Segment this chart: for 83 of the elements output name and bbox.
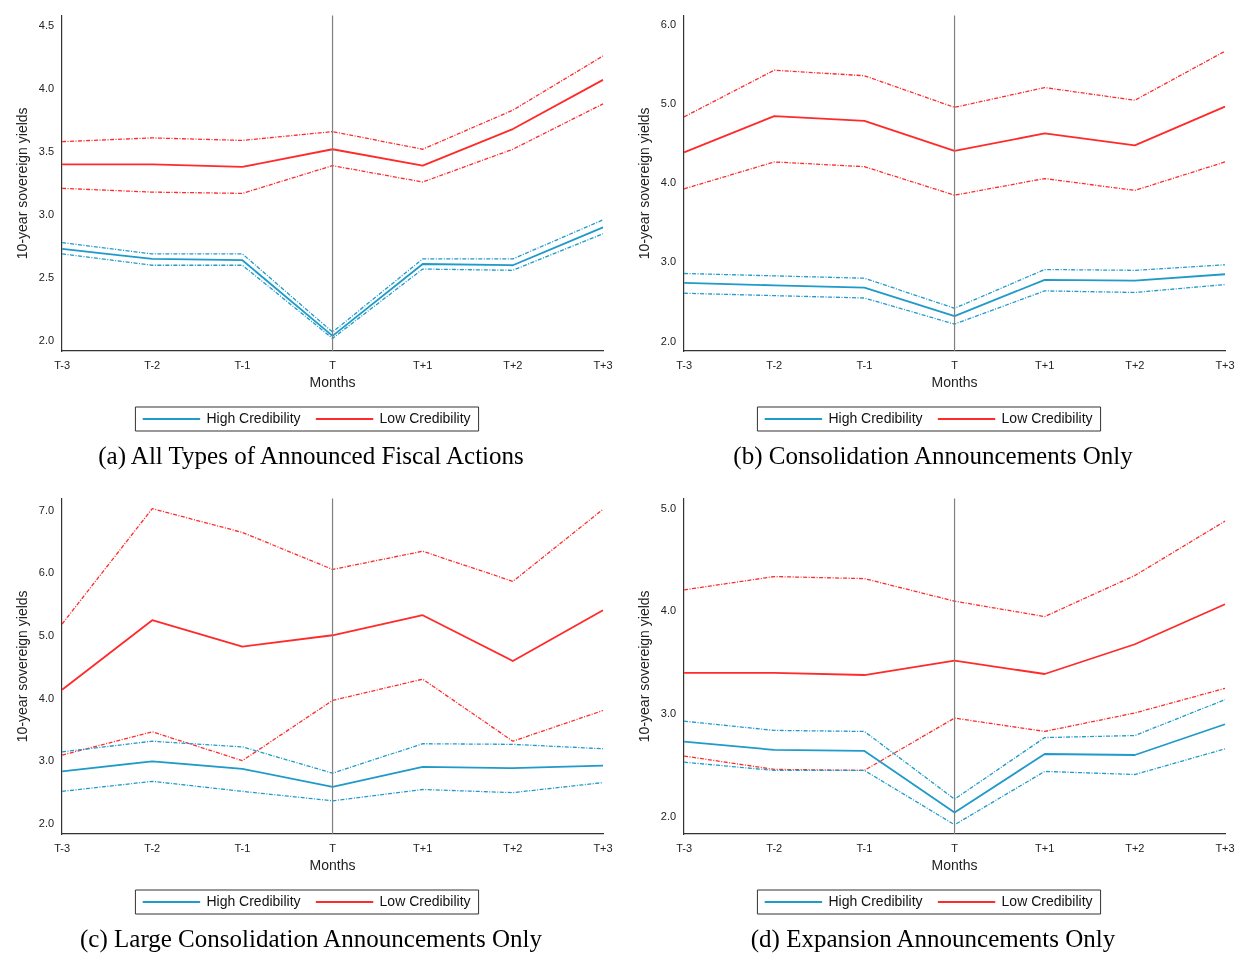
x-tick-label: T-3 [676,358,693,371]
line-series [683,520,1226,618]
y-tick-label: 3.0 [38,754,55,767]
x-tick-label: T+2 [503,841,523,854]
x-tick-label: T+1 [1035,358,1055,371]
x-tick-label: T-2 [144,358,161,371]
line-series [683,283,1226,325]
y-tick-label: 4.0 [38,691,55,704]
text: (b) Consolidation Announcements Only [732,442,1134,470]
line-series [61,780,604,802]
text: (d) Expansion Announcements Only [749,925,1117,953]
line-series [683,687,1226,772]
x-tick-label: T+3 [1215,358,1235,371]
x-tick-label: T [329,841,337,854]
text: (c) Large Consolidation Announcements Only [79,925,543,953]
x-tick-label: T+3 [593,841,613,854]
legend-label: Low Credibility [1001,892,1093,909]
legend-label: High Credibility [206,892,301,909]
line-series [683,698,1226,800]
line-series [683,50,1226,118]
x-tick-label: T-2 [766,841,783,854]
y-tick-label: 4.5 [38,18,55,31]
x-tick-label: T+3 [1215,841,1235,854]
y-tick-label: 3.0 [38,207,55,220]
y-tick-label: 5.0 [660,501,677,514]
x-axis-title: Months [931,374,978,391]
legend-label: Low Credibility [1001,409,1093,426]
y-tick-label: 5.0 [660,97,677,110]
x-tick-label: T [951,358,959,371]
x-axis-title: Months [309,857,356,874]
x-tick-label: T+2 [1125,841,1145,854]
line-series [683,161,1226,196]
line-series [61,55,604,150]
y-tick-label: 5.0 [38,628,55,641]
x-tick-label: T-3 [676,841,693,854]
x-tick-label: T [951,841,959,854]
line-series [61,678,604,762]
legend-label: Low Credibility [379,892,471,909]
y-tick-label: 4.0 [38,81,55,94]
line-series [61,740,604,774]
x-tick-label: T+3 [593,358,613,371]
legend-label: Low Credibility [379,409,471,426]
y-tick-label: 2.5 [38,270,55,283]
x-tick-label: T+2 [1125,358,1145,371]
y-axis-title: 10-year sovereign yields [636,590,653,743]
legend-label: High Credibility [206,409,301,426]
x-tick-label: T-1 [234,841,251,854]
y-axis-title: 10-year sovereign yields [14,590,31,743]
y-tick-label: 7.0 [38,503,55,516]
y-tick-label: 3.0 [660,255,677,268]
x-tick-label: T+1 [413,358,433,371]
y-tick-label: 2.0 [660,334,677,347]
x-tick-label: T+2 [503,358,523,371]
y-tick-label: 2.0 [660,809,677,822]
legend-label: High Credibility [828,409,923,426]
line-series [683,264,1226,309]
text: (a) All Types of Announced Fiscal Actions [97,442,525,470]
x-tick-label: T-2 [144,841,161,854]
x-tick-label: T-3 [54,358,71,371]
line-series [683,748,1226,826]
x-tick-label: T+1 [413,841,433,854]
line-series [61,103,604,195]
y-axis-title: 10-year sovereign yields [636,107,653,260]
x-axis-title: Months [931,857,978,874]
y-tick-label: 3.5 [38,144,55,157]
y-tick-label: 6.0 [660,18,677,31]
line-series [61,507,604,625]
x-tick-label: T+1 [1035,841,1055,854]
y-tick-label: 6.0 [38,566,55,579]
x-tick-label: T-1 [234,358,251,371]
legend-label: High Credibility [828,892,923,909]
y-tick-label: 2.0 [38,817,55,829]
x-tick-label: T-1 [856,358,873,371]
y-tick-label: 3.0 [660,707,677,720]
x-tick-label: T [329,358,337,371]
y-tick-label: 2.0 [38,333,55,346]
y-tick-label: 4.0 [660,176,677,189]
x-tick-label: T-2 [766,358,783,371]
y-axis-title: 10-year sovereign yields [14,107,31,260]
x-axis-title: Months [309,374,356,391]
x-tick-label: T-1 [856,841,873,854]
x-tick-label: T-3 [54,841,71,854]
y-tick-label: 4.0 [660,604,677,617]
